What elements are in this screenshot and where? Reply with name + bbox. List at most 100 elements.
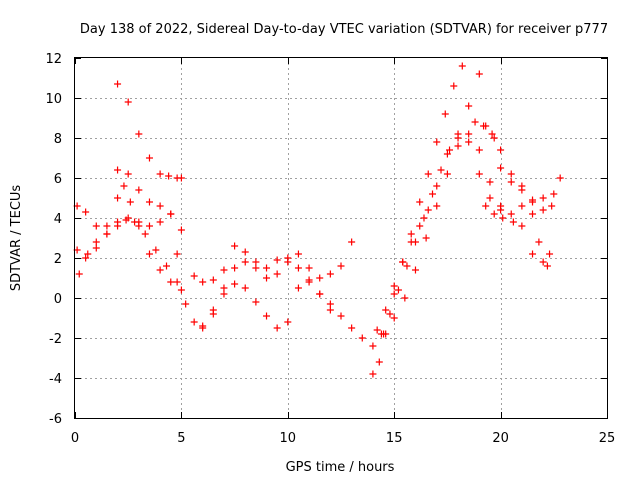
data-point bbox=[337, 262, 345, 270]
data-point bbox=[433, 202, 441, 210]
data-point bbox=[145, 198, 153, 206]
data-point bbox=[507, 178, 515, 186]
data-point bbox=[407, 230, 415, 238]
data-point bbox=[284, 318, 292, 326]
data-point bbox=[231, 264, 239, 272]
data-point bbox=[556, 174, 564, 182]
y-tick-label: 6 bbox=[54, 172, 62, 187]
data-point bbox=[156, 218, 164, 226]
grid bbox=[75, 58, 607, 418]
data-point bbox=[433, 138, 441, 146]
x-tick-label: 0 bbox=[71, 431, 79, 446]
data-point bbox=[429, 190, 437, 198]
series-track-1 bbox=[114, 80, 185, 182]
data-point bbox=[177, 226, 185, 234]
data-point bbox=[145, 222, 153, 230]
x-tick-label: 25 bbox=[599, 431, 616, 446]
data-point bbox=[543, 262, 551, 270]
data-point bbox=[163, 262, 171, 270]
data-point bbox=[497, 146, 505, 154]
data-point bbox=[173, 278, 181, 286]
data-point bbox=[273, 256, 281, 264]
data-point bbox=[209, 310, 217, 318]
data-point bbox=[305, 278, 313, 286]
data-point bbox=[509, 218, 517, 226]
data-point bbox=[535, 238, 543, 246]
data-point bbox=[326, 270, 334, 278]
data-point bbox=[450, 82, 458, 90]
data-point bbox=[348, 238, 356, 246]
data-point bbox=[358, 334, 366, 342]
data-point bbox=[386, 310, 394, 318]
data-point bbox=[529, 210, 537, 218]
data-point bbox=[82, 208, 90, 216]
data-point bbox=[124, 170, 132, 178]
data-point bbox=[82, 254, 90, 262]
data-point bbox=[273, 270, 281, 278]
data-point bbox=[294, 284, 302, 292]
data-point bbox=[497, 206, 505, 214]
series-track-11 bbox=[373, 134, 505, 334]
data-point bbox=[507, 170, 515, 178]
data-point bbox=[92, 238, 100, 246]
data-point bbox=[488, 130, 496, 138]
y-tick-label: 2 bbox=[54, 252, 62, 267]
data-point bbox=[156, 170, 164, 178]
data-point bbox=[241, 248, 249, 256]
data-point bbox=[458, 62, 466, 70]
y-axis-label: SDTVAR / TECUs bbox=[9, 185, 24, 292]
data-point bbox=[199, 322, 207, 330]
series-track-4 bbox=[75, 182, 181, 278]
data-point bbox=[518, 222, 526, 230]
data-point bbox=[114, 80, 122, 88]
data-point bbox=[424, 206, 432, 214]
data-point bbox=[114, 218, 122, 226]
data-point bbox=[124, 98, 132, 106]
data-point bbox=[252, 298, 260, 306]
data-point bbox=[220, 290, 228, 298]
data-point bbox=[120, 182, 128, 190]
data-point bbox=[465, 130, 473, 138]
data-point bbox=[199, 278, 207, 286]
x-tick-label: 20 bbox=[492, 431, 509, 446]
y-tick-label: 10 bbox=[45, 92, 62, 107]
series-track-12 bbox=[380, 130, 564, 338]
y-tick-label: 8 bbox=[54, 132, 62, 147]
y-tick-label: -6 bbox=[49, 412, 62, 427]
data-point bbox=[92, 244, 100, 252]
data-point bbox=[443, 150, 451, 158]
data-point bbox=[294, 250, 302, 258]
data-point bbox=[114, 166, 122, 174]
data-point bbox=[546, 250, 554, 258]
data-point bbox=[401, 294, 409, 302]
data-point bbox=[241, 258, 249, 266]
plot-frame bbox=[74, 57, 608, 419]
data-point bbox=[490, 210, 498, 218]
data-point bbox=[114, 194, 122, 202]
data-point bbox=[135, 186, 143, 194]
data-point bbox=[382, 306, 390, 314]
data-point bbox=[369, 342, 377, 350]
data-point bbox=[475, 146, 483, 154]
data-point bbox=[482, 202, 490, 210]
y-tick-label: 12 bbox=[45, 52, 62, 67]
x-tick-label: 15 bbox=[386, 431, 403, 446]
data-point bbox=[443, 170, 451, 178]
x-tick-label: 10 bbox=[280, 431, 297, 446]
data-point bbox=[390, 314, 398, 322]
data-point bbox=[231, 242, 239, 250]
series-track-15 bbox=[482, 202, 554, 266]
data-point bbox=[403, 262, 411, 270]
data-point bbox=[399, 258, 407, 266]
data-point bbox=[220, 284, 228, 292]
data-point bbox=[465, 138, 473, 146]
data-point bbox=[416, 222, 424, 230]
data-point bbox=[145, 154, 153, 162]
data-point bbox=[465, 102, 473, 110]
data-point bbox=[433, 182, 441, 190]
series-track-10 bbox=[369, 70, 483, 350]
data-point bbox=[177, 286, 185, 294]
data-point bbox=[126, 198, 134, 206]
data-point bbox=[263, 312, 271, 320]
data-point bbox=[454, 134, 462, 142]
